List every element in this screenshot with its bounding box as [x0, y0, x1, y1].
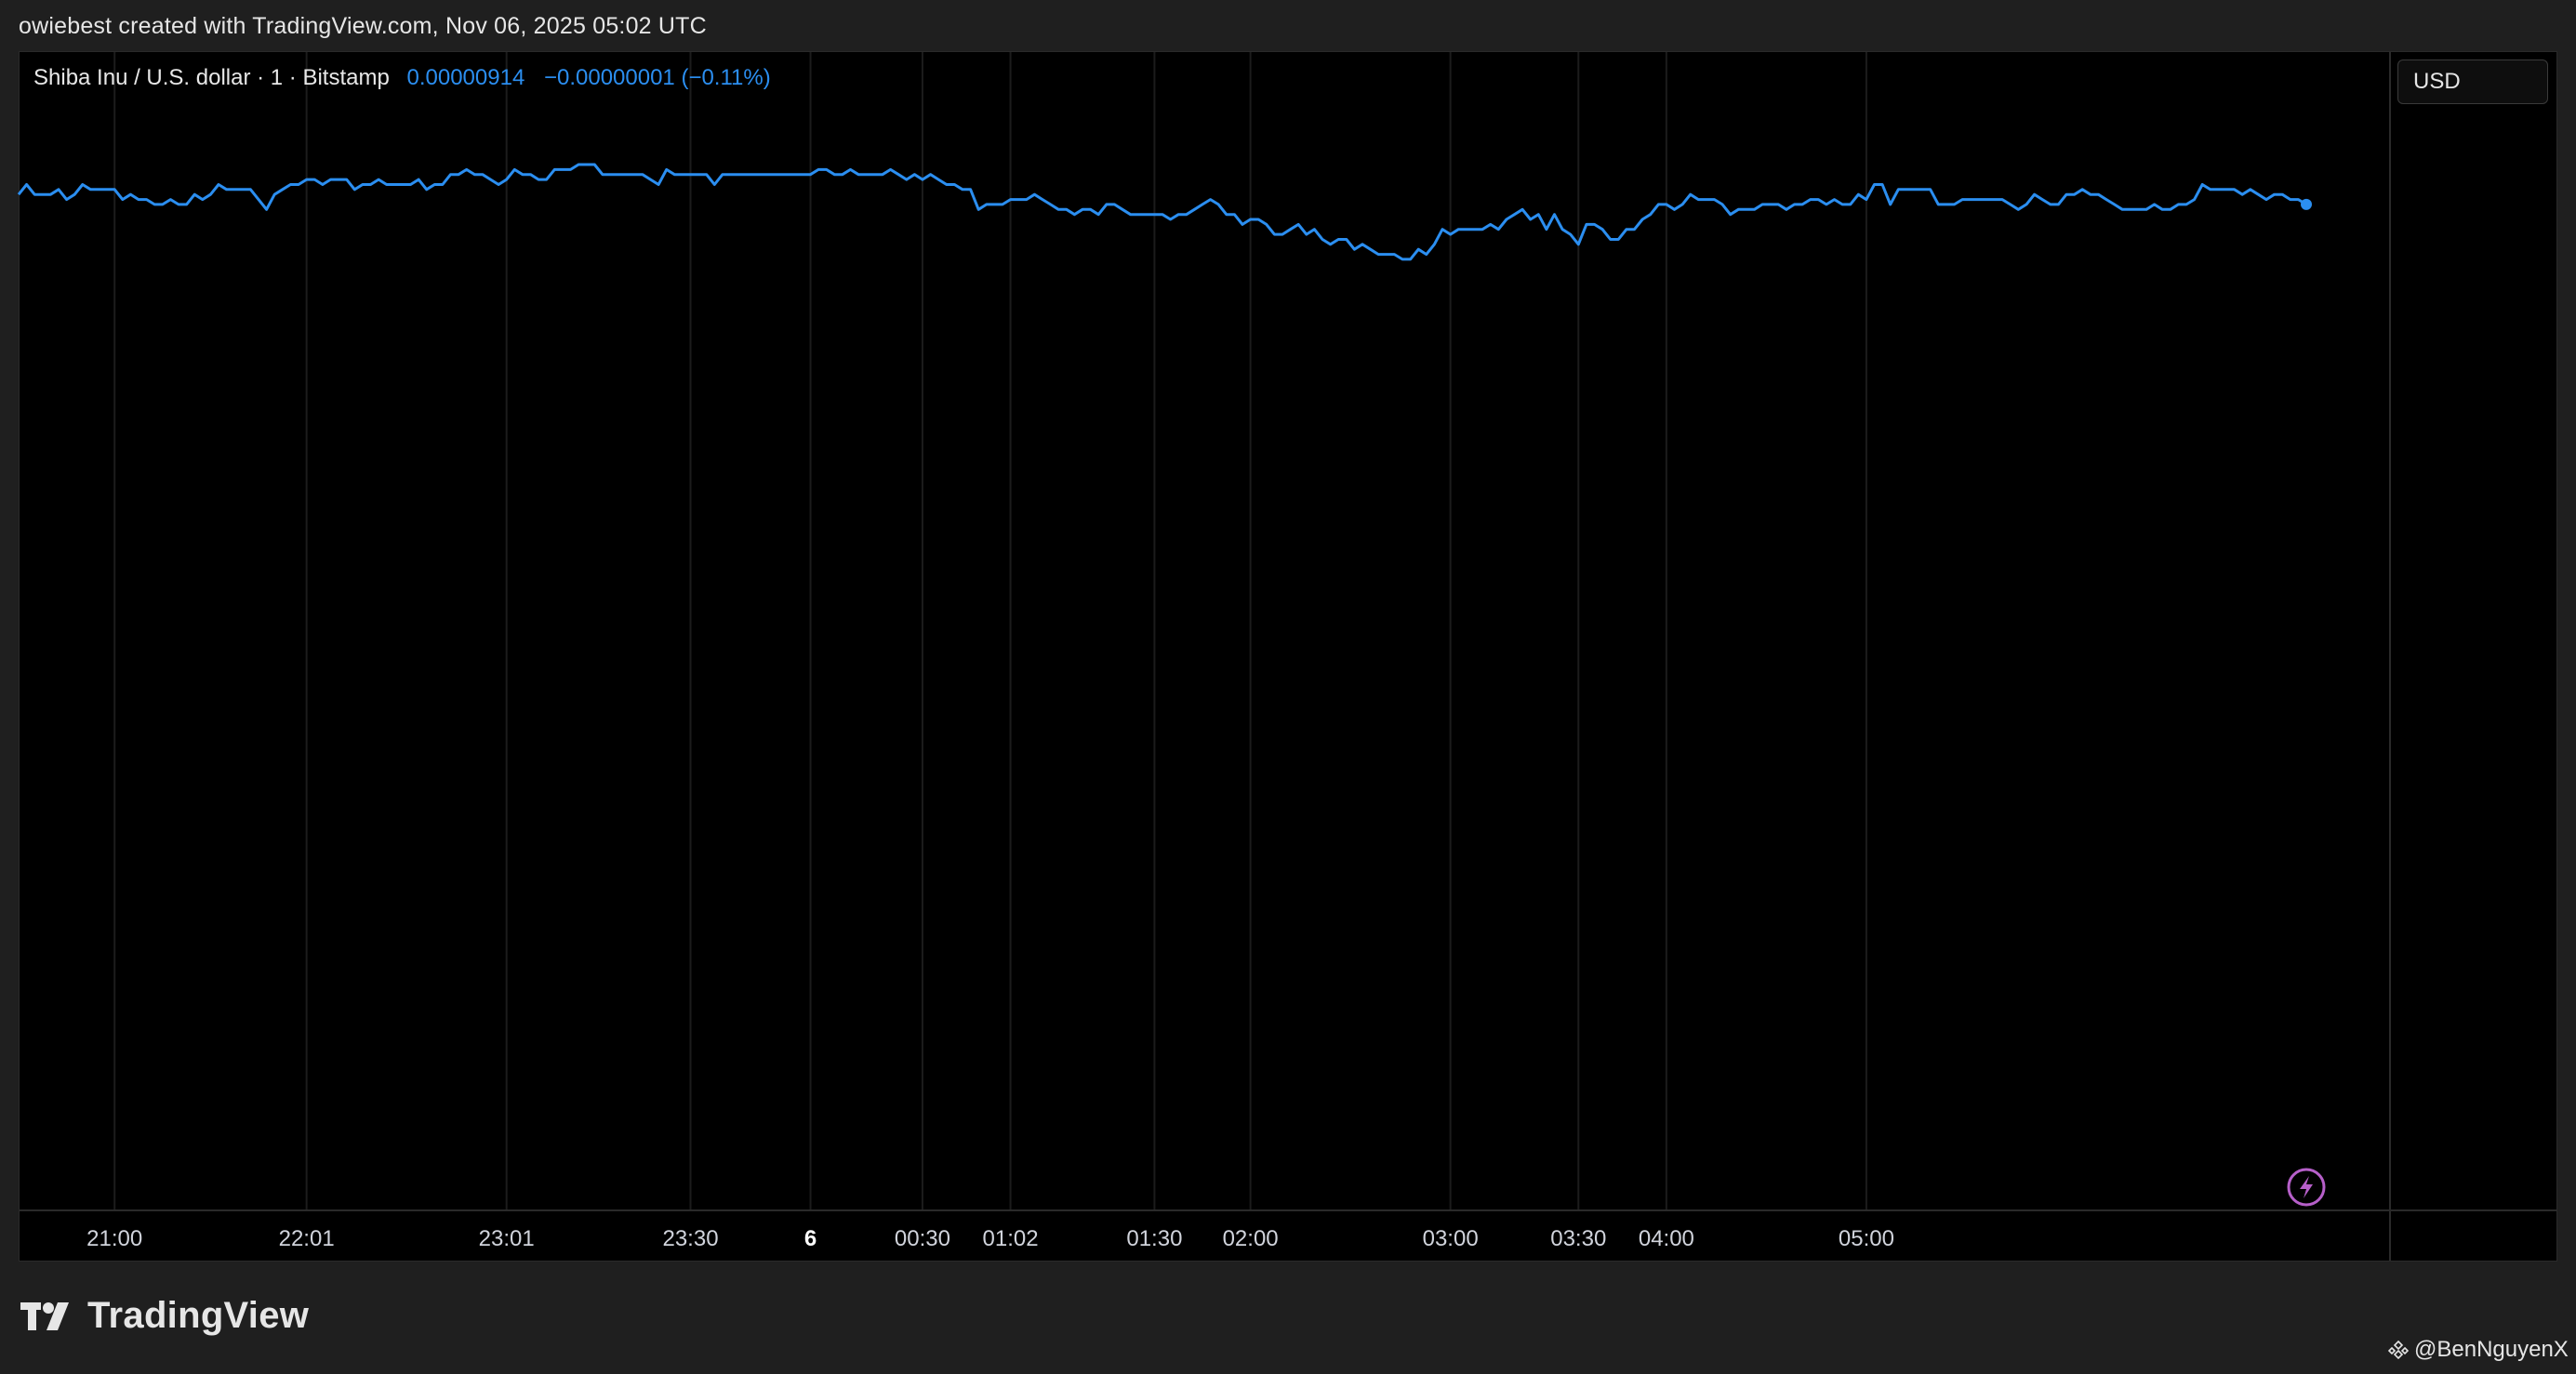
chart-panel[interactable] — [19, 51, 2557, 1262]
x-tick-label: 03:00 — [1423, 1226, 1479, 1251]
legend-change: −0.00000001 (−0.11%) — [543, 65, 771, 90]
x-tick-label: 23:30 — [662, 1226, 718, 1251]
chart-caption: owiebest created with TradingView.com, N… — [19, 13, 707, 39]
currency-selector[interactable]: USD — [2397, 59, 2548, 104]
chart-legend: Shiba Inu / U.S. dollar · 1 · Bitstamp 0… — [33, 65, 771, 91]
binance-icon — [2388, 1340, 2409, 1360]
x-tick-label: 03:30 — [1550, 1226, 1606, 1251]
watermark-handle: @BenNguyenX — [2414, 1337, 2569, 1362]
symbol-title[interactable]: Shiba Inu / U.S. dollar · 1 · Bitstamp — [33, 65, 390, 90]
x-tick-label: 21:00 — [86, 1226, 142, 1251]
x-tick-label: 00:30 — [895, 1226, 950, 1251]
x-tick-label: 01:02 — [983, 1226, 1039, 1251]
x-tick-label: 01:30 — [1126, 1226, 1182, 1251]
x-tick-label: 22:01 — [279, 1226, 335, 1251]
author-watermark: @BenNguyenX — [2388, 1337, 2569, 1363]
x-axis-labels: 21:00 22:01 23:01 23:30 6 00:30 01:02 01:30 02:0… — [86, 1226, 1894, 1251]
lightning-icon — [2287, 1168, 2326, 1207]
x-tick-label: 6 — [804, 1226, 817, 1251]
chart-grid — [19, 52, 2557, 1261]
brand-name: TradingView — [87, 1295, 310, 1336]
x-tick-label: 04:00 — [1639, 1226, 1694, 1251]
last-price-dot — [2301, 198, 2312, 210]
tradingview-brand[interactable]: TradingView — [20, 1295, 309, 1337]
x-tick-label: 23:01 — [479, 1226, 535, 1251]
x-tick-label: 05:00 — [1839, 1226, 1894, 1251]
x-tick-label: 02:00 — [1223, 1226, 1279, 1251]
price-series-line — [17, 163, 2307, 261]
tradingview-logo-icon — [20, 1301, 69, 1330]
legend-price: 0.00000914 — [406, 65, 525, 90]
